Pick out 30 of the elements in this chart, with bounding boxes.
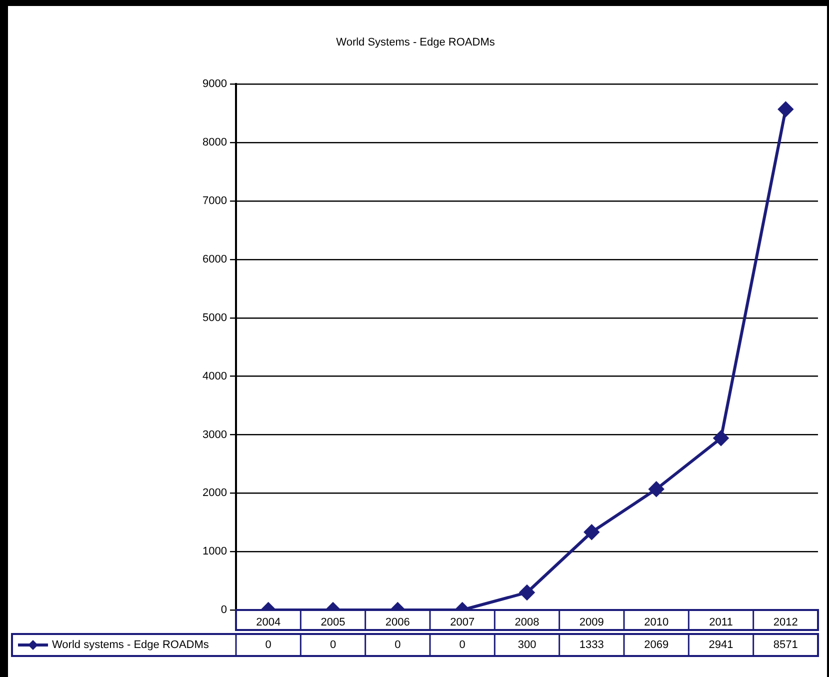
y-tick-label: 7000 (202, 195, 227, 208)
x-tick-label: 2006 (385, 616, 410, 629)
data-label: 0 (394, 639, 401, 652)
legend-label: World systems - Edge ROADMs (52, 639, 210, 652)
y-tick-label: 4000 (202, 370, 227, 382)
data-label: 8571 (773, 639, 798, 652)
data-label: 2941 (708, 639, 734, 652)
y-tick-label: 1000 (202, 546, 227, 558)
x-tick-label: 2012 (773, 616, 798, 629)
x-tick-label: 2010 (644, 616, 669, 629)
chart-title: World Systems - Edge ROADMs (336, 36, 496, 49)
data-label: 300 (518, 639, 536, 652)
y-tick-label: 8000 (202, 136, 227, 149)
x-tick-label: 2004 (256, 616, 281, 629)
y-tick-label: 9000 (202, 78, 227, 90)
data-label: 0 (459, 639, 466, 652)
x-tick-label: 2009 (579, 616, 604, 629)
y-tick-label: 0 (220, 604, 227, 616)
y-tick-label: 6000 (202, 254, 227, 266)
x-tick-label: 2007 (450, 616, 475, 629)
y-tick-label: 2000 (202, 487, 227, 500)
x-tick-label: 2011 (709, 616, 733, 629)
y-tick-label: 3000 (202, 428, 227, 441)
data-label: 2069 (644, 639, 669, 652)
data-label: 0 (330, 639, 336, 652)
data-label: 1333 (579, 639, 604, 652)
x-tick-label: 2005 (320, 616, 346, 629)
y-tick-label: 5000 (202, 312, 227, 324)
x-tick-label: 2008 (514, 616, 540, 629)
data-label: 0 (265, 639, 272, 652)
